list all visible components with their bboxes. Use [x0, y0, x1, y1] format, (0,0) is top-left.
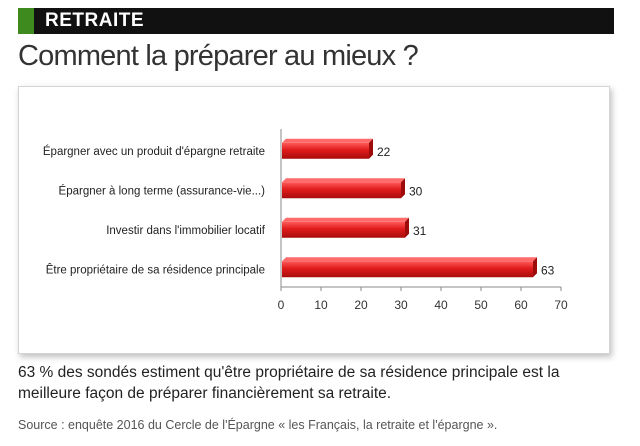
bar-top-face	[282, 178, 405, 183]
chart-caption: 63 % des sondés estiment qu'être proprié…	[18, 364, 560, 402]
bar-chart: 0 10 20 30 40 50 60 70 22 Épargner avec un produi…	[43, 129, 568, 312]
x-tick-label: 0	[278, 298, 285, 312]
category-label: Investir dans l'immobilier locatif	[106, 225, 266, 237]
bar-side-face	[405, 217, 409, 238]
bar-top-face	[282, 217, 409, 222]
category-label: Épargner à long terme (assurance-vie...)	[59, 184, 266, 197]
category-label: Épargner avec un produit d'épargne retra…	[43, 145, 265, 158]
section-accent	[18, 8, 34, 34]
bar-side-face	[533, 257, 537, 278]
x-tick-label: 40	[434, 298, 448, 312]
data-label: 31	[413, 224, 427, 238]
x-tick-label: 30	[394, 298, 408, 312]
bar	[282, 261, 533, 278]
x-tick-label: 50	[474, 298, 488, 312]
bar	[282, 182, 401, 199]
data-label: 63	[541, 263, 555, 277]
bar-top-face	[282, 257, 537, 262]
data-label: 30	[409, 184, 423, 198]
bar	[282, 142, 369, 159]
bar-side-face	[369, 138, 373, 159]
x-tick-label: 20	[354, 298, 368, 312]
chart-panel: 0 10 20 30 40 50 60 70 22 Épargner avec un produi…	[18, 86, 610, 354]
bar	[282, 221, 405, 238]
x-tick-label: 70	[554, 298, 568, 312]
bar-side-face	[401, 178, 405, 199]
page-title: Comment la préparer au mieux ?	[18, 40, 419, 72]
data-label: 22	[377, 145, 391, 159]
x-tick-label: 60	[514, 298, 528, 312]
bar-top-face	[282, 138, 373, 143]
category-label: Être propriétaire de sa résidence princi…	[46, 263, 265, 276]
section-label: RETRAITE	[45, 10, 144, 31]
section-header: RETRAITE	[18, 8, 614, 34]
x-tick-label: 10	[314, 298, 328, 312]
source-note: Source : enquête 2016 du Cercle de l'Épa…	[18, 418, 498, 432]
